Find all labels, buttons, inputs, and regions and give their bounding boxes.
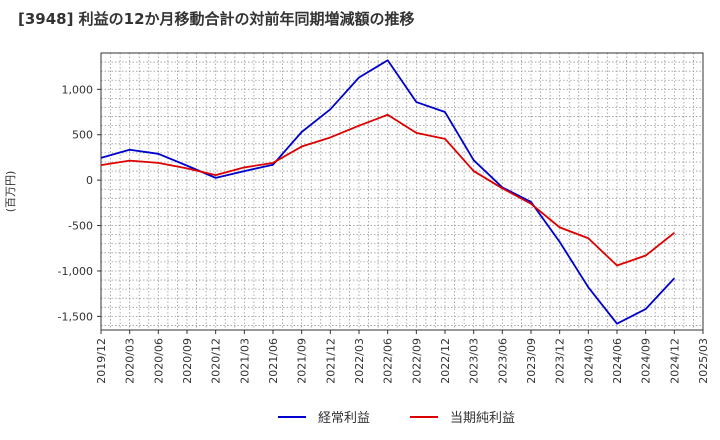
x-tick-label: 2021/09 [296,338,309,384]
x-tick-label: 2021/12 [324,338,337,384]
horizontal-gridlines [101,61,703,326]
x-tick-label: 2023/12 [554,338,567,384]
x-tick-label: 2022/12 [439,338,452,384]
y-tick-label: 500 [72,129,93,142]
y-axis-tick-labels: 1,000 500 0 -500 -1,000 -1,500 [58,83,101,323]
x-tick-label: 2021/03 [238,338,251,384]
x-tick-label: 2023/06 [496,338,509,384]
x-tick-label: 2024/06 [611,338,624,384]
y-tick-label: -500 [68,220,93,233]
series-line-2 [100,113,675,267]
plot-area [101,53,703,330]
legend: 経常利益 当期純利益 [278,411,515,426]
x-tick-label: 2022/06 [382,338,395,384]
x-tick-label: 2022/09 [410,338,423,384]
y-axis-label: (百万円) [4,171,17,213]
y-tick-label: -1,500 [58,310,93,323]
x-tick-label: 2025/03 [697,338,710,384]
series-lines [100,59,675,325]
legend-label-2: 当期純利益 [450,411,515,426]
chart-title: [3948] 利益の12か月移動合計の対前年同期増減額の推移 [18,10,415,28]
x-axis-tick-labels: 2019/12 2020/03 2020/06 2020/09 2020/12 2021/… [95,330,710,384]
x-tick-label: 2024/03 [582,338,595,384]
x-tick-label: 2019/12 [95,338,108,384]
x-tick-label: 2020/09 [181,338,194,384]
x-tick-label: 2023/03 [468,338,481,384]
y-tick-label: -1,000 [58,265,93,278]
x-tick-label: 2020/12 [210,338,223,384]
x-tick-label: 2020/03 [124,338,137,384]
y-tick-label: 0 [86,174,93,187]
x-tick-label: 2020/06 [152,338,165,384]
legend-label-1: 経常利益 [318,411,370,426]
x-tick-label: 2024/09 [640,338,653,384]
x-tick-label: 2022/03 [353,338,366,384]
x-tick-label: 2024/12 [668,338,681,384]
vertical-gridlines [110,53,694,330]
plot-frame [100,52,704,331]
x-tick-label: 2021/06 [267,338,280,384]
x-tick-label: 2023/09 [525,338,538,384]
y-tick-label: 1,000 [62,83,94,96]
